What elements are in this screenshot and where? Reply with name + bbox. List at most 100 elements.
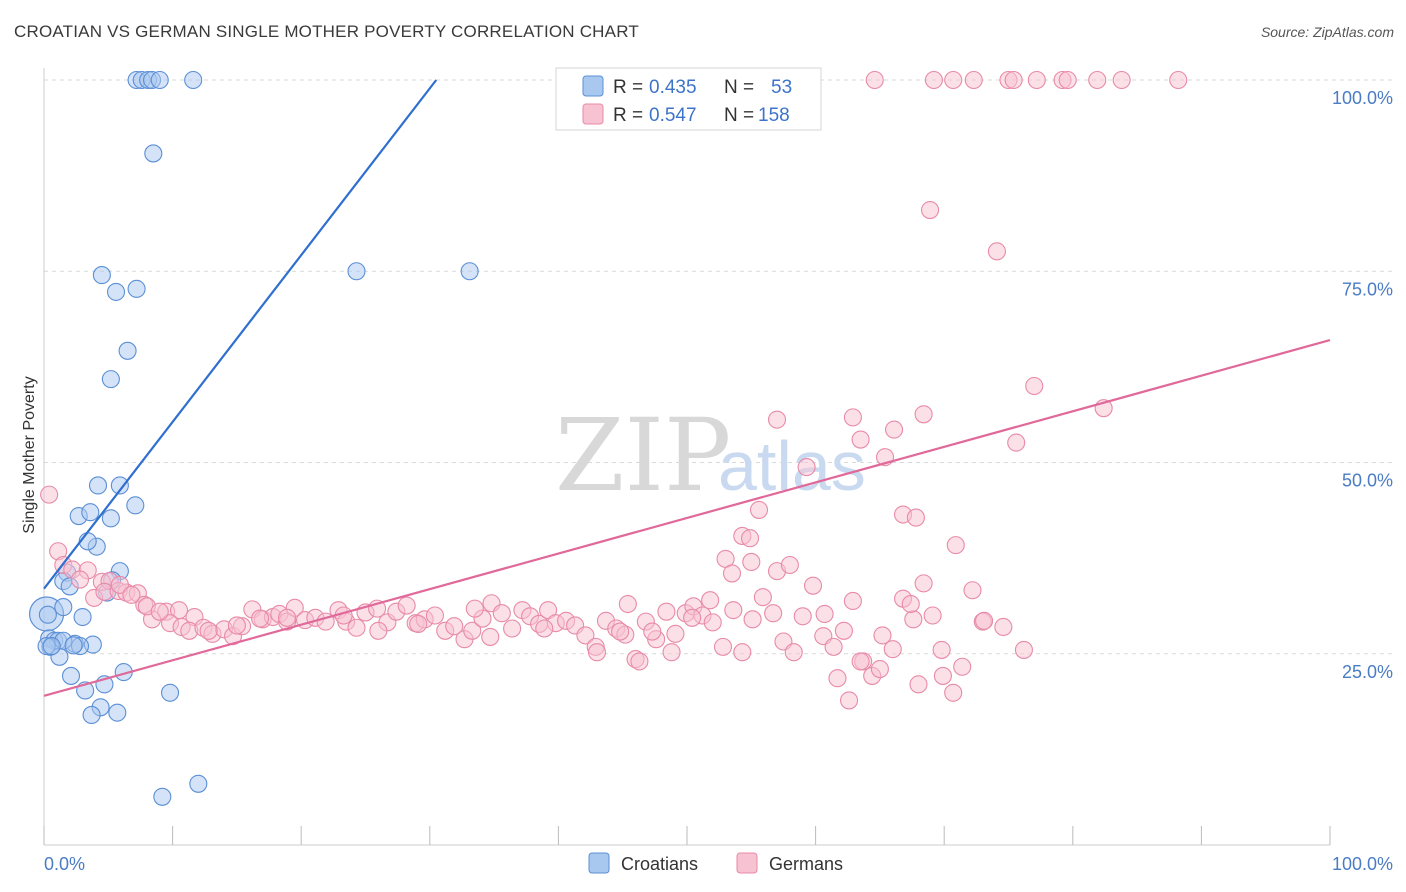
german-point (963, 581, 982, 600)
croatian-point (127, 279, 146, 298)
german-point (824, 637, 843, 656)
croatian-point (54, 598, 73, 617)
german-point (587, 643, 607, 662)
legend-swatch-croatians (582, 75, 604, 97)
x-tick-label: 100.0% (1332, 854, 1393, 874)
german-point (932, 640, 951, 659)
german-point (923, 606, 942, 625)
german-point (865, 70, 884, 90)
german-point (369, 621, 388, 640)
croatian-point (82, 705, 101, 725)
croatian-point (189, 774, 208, 793)
german-point (803, 576, 823, 595)
german-point (683, 608, 702, 627)
german-point (909, 675, 928, 694)
german-point (227, 616, 246, 635)
croatian-point (150, 70, 169, 90)
croatian-trend-line (43, 79, 438, 590)
german-point (1088, 70, 1107, 90)
german-point (839, 691, 859, 710)
croatian-point (64, 636, 83, 655)
croatian-point (108, 703, 127, 722)
german-point (70, 570, 90, 589)
german-point (884, 420, 904, 439)
german-point (843, 408, 862, 427)
x-tick-labels: 0.0% 100.0% (44, 854, 1393, 874)
croatian-point (88, 476, 108, 495)
croatian-point (118, 341, 137, 360)
grid-lines (44, 79, 1395, 655)
german-point (1058, 70, 1077, 90)
bottom-legend-swatch-germans (736, 852, 758, 874)
german-point (535, 619, 554, 638)
legend-r-value-1: 0.547 (649, 105, 697, 126)
german-point (1007, 433, 1026, 452)
german-point (1014, 640, 1033, 659)
german-point (122, 585, 141, 604)
german-point (397, 596, 416, 615)
german-point (150, 602, 169, 621)
german-point (906, 508, 925, 527)
trend-lines (43, 79, 1331, 697)
legend-swatch-germans (582, 103, 604, 125)
bottom-legend: Croatians Germans (588, 852, 843, 874)
german-point (278, 608, 297, 627)
croatian-point (101, 509, 120, 528)
german-point (767, 410, 787, 429)
croatian-point (460, 262, 479, 281)
croatian-point (144, 144, 163, 163)
y-tick-label: 75.0% (1342, 279, 1393, 299)
german-point (463, 621, 482, 640)
croatian-point (92, 266, 111, 285)
chart-title: CROATIAN VS GERMAN SINGLE MOTHER POVERTY… (14, 22, 639, 41)
croatian-point (106, 282, 126, 301)
croatian-point (81, 503, 100, 522)
german-point (1025, 376, 1044, 396)
croatian-point (61, 666, 81, 685)
german-point (740, 529, 760, 548)
german-point (921, 201, 940, 220)
german-point (110, 575, 129, 594)
german-point (994, 617, 1013, 637)
german-point (465, 599, 484, 618)
german-point (492, 604, 511, 623)
german-point (784, 643, 803, 662)
german-point (975, 611, 994, 630)
watermark: ZIP atlas (555, 397, 866, 514)
german-point (199, 621, 218, 640)
german-point (901, 594, 920, 614)
german-point (1004, 70, 1023, 90)
legend-n-value-0: 53 (771, 77, 792, 98)
german-point (914, 574, 933, 593)
croatian-point (42, 637, 61, 656)
legend-r-value-0: 0.435 (649, 77, 697, 98)
y-tick-label: 100.0% (1332, 88, 1393, 108)
german-point (630, 652, 649, 671)
german-point (1027, 70, 1046, 90)
german-point (481, 627, 500, 646)
croatian-point (160, 683, 180, 702)
german-point (924, 70, 943, 90)
german-point (851, 652, 870, 671)
croatian-point (126, 496, 145, 515)
german-point (576, 626, 595, 645)
croatian-point (347, 262, 366, 281)
bottom-legend-germans: Germans (769, 854, 843, 874)
german-point (797, 458, 816, 477)
bottom-legend-croatians: Croatians (621, 854, 698, 874)
german-point (883, 640, 902, 659)
y-tick-label: 50.0% (1342, 471, 1393, 491)
german-point (851, 430, 870, 449)
chart-source: Source: ZipAtlas.com (1260, 24, 1394, 40)
german-point (250, 609, 270, 628)
legend-n-value-1: 158 (758, 105, 790, 126)
german-point (753, 588, 772, 607)
german-point (764, 604, 783, 623)
legend-n-label-0: N = (724, 77, 754, 98)
german-point (815, 604, 834, 624)
x-tick-label: 0.0% (44, 854, 85, 874)
german-point (722, 564, 742, 583)
german-point (724, 601, 743, 620)
y-tick-labels: 25.0% 50.0% 75.0% 100.0% (1332, 88, 1393, 682)
